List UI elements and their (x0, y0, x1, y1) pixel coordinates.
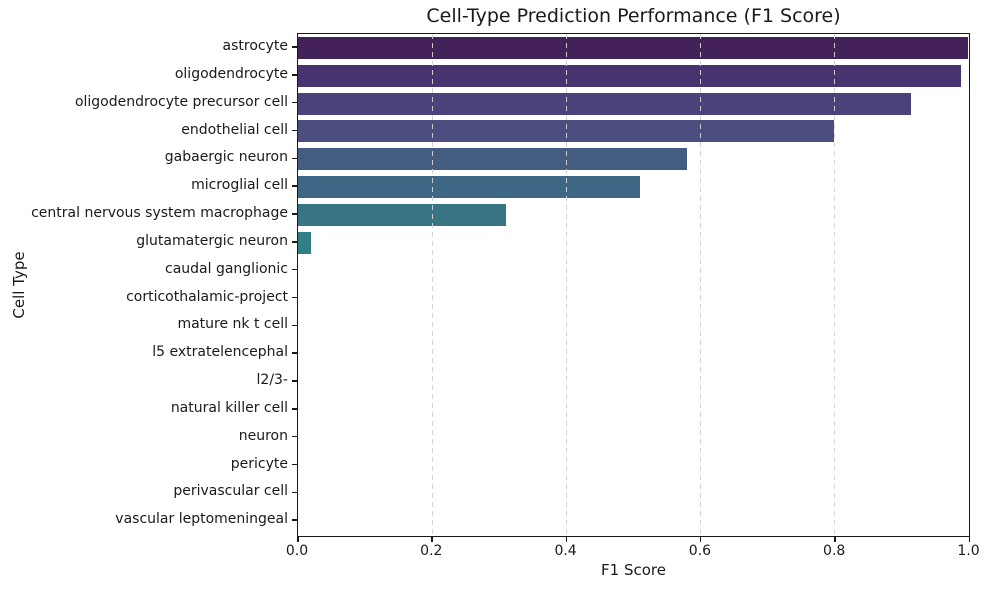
y-tick-mark (292, 519, 297, 521)
y-tick-mark (292, 101, 297, 104)
y-tick-mark (292, 491, 297, 493)
y-tick-label: vascular leptomeningeal (115, 511, 288, 528)
y-tick-label: perivascular cell (173, 483, 288, 500)
x-tick-mark (834, 537, 836, 542)
x-tick-mark (431, 537, 433, 542)
y-tick-mark (292, 74, 297, 76)
y-tick-label: neuron (238, 427, 288, 444)
gridline (566, 34, 567, 535)
y-tick-mark (292, 129, 297, 132)
plot-area (297, 33, 970, 537)
bar (298, 203, 506, 226)
bar (298, 176, 640, 199)
y-tick-mark (292, 268, 297, 271)
y-tick-mark (292, 324, 297, 326)
y-tick-label: l2/3- (256, 372, 288, 388)
y-tick-mark (292, 380, 297, 382)
y-tick-mark (292, 241, 297, 243)
bar (298, 231, 311, 254)
x-tick-label: 0.0 (285, 543, 309, 559)
x-tick-label: 0.8 (823, 543, 846, 559)
x-tick-label: 1.0 (957, 543, 980, 559)
x-tick-mark (699, 537, 702, 542)
y-tick-label: gabaergic neuron (164, 149, 288, 166)
y-tick-mark (292, 408, 297, 410)
y-tick-label: l5 extratelencephal (152, 344, 288, 361)
y-tick-label: caudal ganglionic (165, 260, 288, 277)
y-tick-mark (292, 185, 297, 187)
y-tick-label: endothelial cell (181, 121, 288, 138)
gridline (834, 34, 835, 535)
y-tick-label: microglial cell (191, 177, 288, 194)
y-tick-label: astrocyte (222, 38, 288, 54)
bar (298, 36, 968, 59)
gridline (432, 34, 433, 535)
y-tick-label: natural killer cell (170, 399, 288, 416)
y-tick-label: mature nk t cell (177, 316, 288, 333)
x-tick-mark (968, 537, 970, 542)
y-tick-label: oligodendrocyte (174, 65, 288, 82)
x-tick-label: 0.4 (554, 543, 577, 559)
gridline (700, 34, 701, 535)
x-tick-label: 0.2 (420, 543, 443, 559)
y-tick-label: oligodendrocyte precursor cell (74, 93, 288, 110)
y-tick-mark (292, 296, 297, 299)
x-tick-mark (565, 537, 568, 542)
y-tick-mark (292, 46, 297, 48)
y-tick-mark (292, 157, 297, 159)
y-tick-label: pericyte (230, 455, 288, 472)
y-tick-label: glutamatergic neuron (136, 232, 288, 249)
x-tick-label: 0.6 (688, 543, 712, 559)
y-tick-mark (292, 463, 297, 466)
bar (298, 148, 687, 171)
y-tick-mark (292, 213, 297, 215)
chart-title: Cell-Type Prediction Performance (F1 Sco… (426, 5, 841, 27)
y-tick-label: central nervous system macrophage (31, 205, 288, 221)
plot-inner (298, 34, 968, 535)
x-tick-mark (297, 537, 299, 542)
bar (298, 64, 961, 87)
bar (298, 92, 911, 115)
y-tick-mark (292, 352, 297, 354)
y-tick-mark (292, 435, 297, 438)
y-tick-label: corticothalamic-project (126, 288, 288, 305)
x-axis-label: F1 Score (601, 561, 666, 579)
